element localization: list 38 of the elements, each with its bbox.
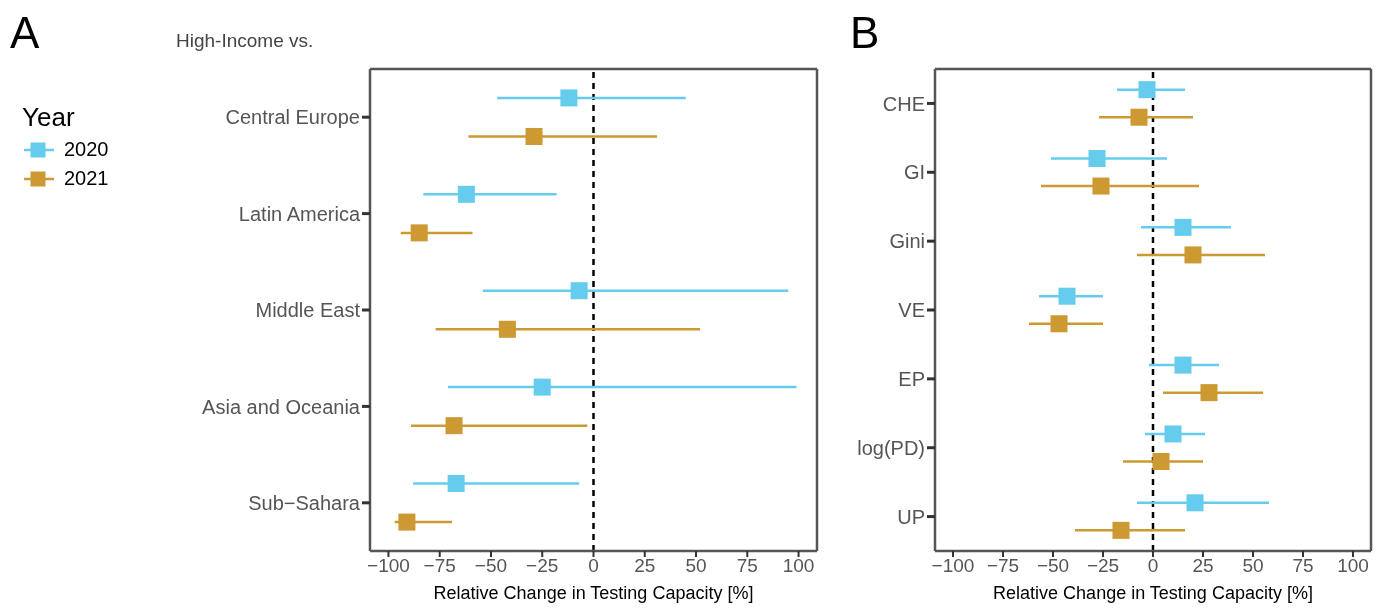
x-tick-label: 0 (1147, 555, 1159, 577)
chart-title: B (850, 8, 880, 58)
x-tick-label: 75 (736, 555, 758, 577)
y-tick-label: Latin America (238, 202, 361, 225)
x-tick-label: 100 (782, 555, 815, 577)
x-tick-label: −100 (367, 555, 410, 577)
legend-title: Year (22, 102, 76, 133)
y-tick-label: Sub−Sahara (248, 491, 361, 514)
y-tick-label: Central Europe (225, 106, 360, 129)
x-tick-label: 50 (1242, 555, 1264, 577)
x-axis-title: Relative Change in Testing Capacity [%] (993, 583, 1313, 603)
y-tick-label: CHE (882, 92, 925, 115)
x-tick-label: 75 (1292, 555, 1314, 577)
y-tick-label: log(PD) (857, 436, 925, 459)
x-tick-label: −75 (986, 555, 1020, 577)
y-tick-label: UP (897, 505, 925, 528)
legend-label: 2020 (64, 138, 109, 161)
x-tick-label: −25 (1086, 555, 1120, 577)
chart-title: A (10, 8, 40, 58)
x-tick-label: 50 (685, 555, 707, 577)
y-tick-label: GI (903, 161, 925, 184)
legend-label: 2021 (64, 167, 109, 190)
x-axis-title: Relative Change in Testing Capacity [%] (433, 583, 754, 603)
y-tick-label: VE (898, 299, 925, 322)
x-tick-label: 0 (588, 555, 599, 577)
x-tick-label: −50 (474, 555, 508, 577)
y-axis-title: High-Income vs. (176, 30, 314, 52)
y-tick-label: Middle East (255, 299, 361, 322)
x-tick-label: −75 (423, 555, 456, 577)
y-tick-label: Gini (889, 230, 925, 253)
x-tick-label: −25 (526, 555, 559, 577)
x-tick-label: 100 (1337, 555, 1369, 577)
x-tick-label: −100 (931, 555, 975, 577)
y-tick-label: EP (898, 367, 925, 390)
y-tick-label: Asia and Oceania (202, 395, 361, 418)
x-tick-label: 25 (1192, 555, 1214, 577)
x-tick-label: −50 (1036, 555, 1070, 577)
x-tick-label: 25 (634, 555, 656, 577)
